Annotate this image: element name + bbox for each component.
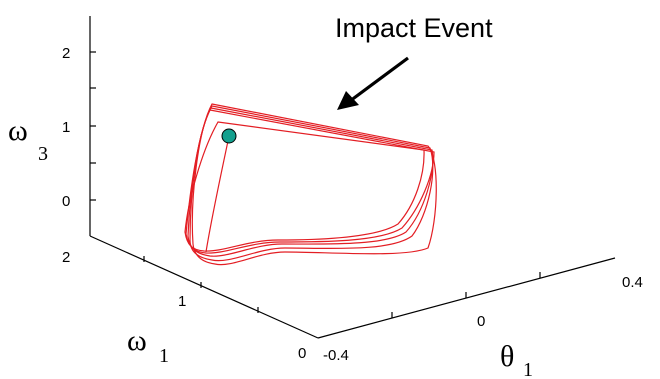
z-axis-subscript: 3: [38, 143, 48, 165]
trajectory-loop: [189, 105, 434, 262]
trajectory-series: [184, 103, 437, 266]
start-marker: [221, 128, 237, 144]
y-tick-label: 0: [298, 345, 306, 362]
x-axis-symbol: θ: [500, 340, 514, 373]
y-axis-subscript: 1: [159, 345, 169, 367]
axes-frame: [89, 16, 616, 339]
y-tick-label: 1: [178, 293, 186, 310]
y-axis-symbol: ω: [127, 324, 147, 357]
y-tick-labels: 2 1 0: [62, 249, 306, 362]
annotation-arrow: [337, 56, 409, 110]
trajectory-loop: [187, 107, 434, 257]
y-tick-label: 2: [62, 249, 70, 266]
x-axis-subscript: 1: [523, 359, 533, 379]
x-tick-labels: -0.4 0 0.4: [323, 274, 643, 364]
z-axis-symbol: ω: [8, 114, 28, 147]
x-axis-label: θ 1: [500, 340, 533, 379]
x-tick-label: 0: [477, 313, 485, 330]
z-tick-label: 1: [62, 119, 70, 136]
z-tick-labels: 2 1 0: [62, 45, 70, 210]
trajectory-loop: [184, 121, 425, 252]
y-axis-line: [89, 235, 319, 339]
z-axis-label: ω 3: [8, 114, 48, 165]
x-tick-label: 0.4: [622, 274, 643, 291]
trajectory-loop: [191, 103, 437, 266]
x-tick-label: -0.4: [323, 347, 349, 364]
z-tick-label: 0: [62, 193, 70, 210]
tick-marks: [90, 51, 541, 318]
y-axis-label: ω 1: [127, 324, 169, 367]
trajectory-start-segment: [205, 135, 230, 253]
z-tick-label: 2: [62, 45, 70, 62]
impact-event-label: Impact Event: [335, 13, 493, 43]
